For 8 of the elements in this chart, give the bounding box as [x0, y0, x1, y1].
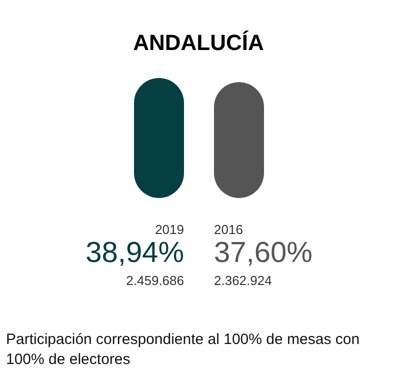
- x-tick-label: 2019: [154, 222, 184, 237]
- data-label: 38,94%: [84, 237, 184, 269]
- text: 2.362.924: [214, 273, 273, 288]
- text: 2.459.686: [125, 273, 184, 288]
- data-label: 37,60%: [214, 237, 314, 269]
- text: Participación correspondiente al 100% de mesas con 100% de electores: [6, 330, 361, 370]
- x-tick-label: 2016: [214, 222, 244, 237]
- chart-title: ANDALUCÍA: [132, 30, 265, 56]
